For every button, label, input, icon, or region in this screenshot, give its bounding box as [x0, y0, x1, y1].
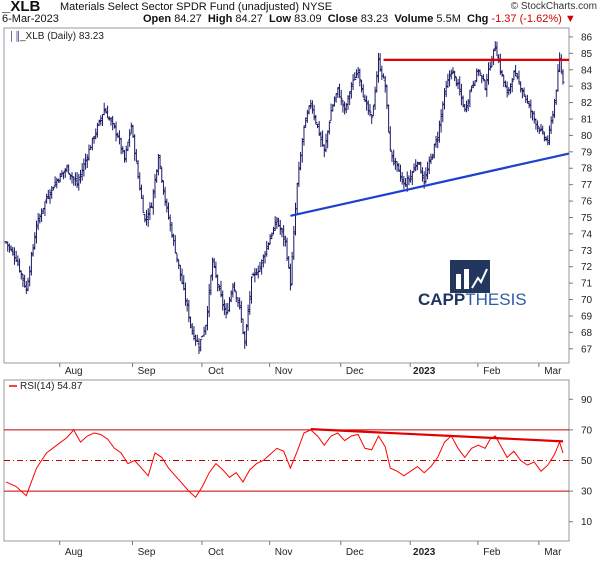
open-label: Open	[143, 13, 172, 25]
description: Materials Select Sector SPDR Fund (unadj…	[60, 1, 332, 13]
open-value: 84.27	[174, 13, 202, 25]
rsi-x-label: Oct	[208, 547, 224, 558]
down-arrow-icon: ▼	[564, 13, 576, 25]
price-x-label: Sep	[138, 366, 156, 377]
rsi-x-label: Mar	[544, 547, 562, 558]
price-y-label: 80	[581, 131, 593, 142]
close-label: Close	[327, 13, 358, 25]
rsi-legend: RSI(14) 54.87	[20, 381, 83, 392]
logo-brand-a: CAPP	[418, 290, 465, 309]
ohlc-summary: Open 84.27 High 84.27 Low 83.09 Close 83…	[143, 13, 576, 25]
rsi-line	[5, 429, 564, 498]
high-label: High	[207, 13, 233, 25]
rsi-x-label: Nov	[275, 547, 293, 558]
price-y-label: 76	[581, 197, 593, 208]
price-panel-frame	[3, 27, 570, 364]
rsi-y-label: 30	[581, 487, 593, 498]
price-y-label: 72	[581, 262, 593, 273]
high-value: 84.27	[235, 13, 263, 25]
price-y-label: 74	[581, 229, 593, 240]
price-y-label: 79	[581, 147, 593, 158]
rsi-y-label: 90	[581, 395, 593, 406]
price-y-label: 75	[581, 213, 593, 224]
rsi-x-label: Aug	[65, 547, 83, 558]
price-y-label: 70	[581, 295, 593, 306]
price-y-label: 83	[581, 82, 593, 93]
exchange: NYSE	[302, 1, 333, 13]
low-label: Low	[269, 13, 292, 25]
header-row-2: 6-Mar-2023 Open 84.27 High 84.27 Low 83.…	[0, 12, 601, 26]
logo-wordmark: CAPPTHESIS	[418, 290, 527, 309]
rsi-x-label: 2023	[413, 547, 436, 558]
price-y-label: 84	[581, 65, 593, 76]
watermark: © StockCharts.com	[510, 1, 597, 12]
price-x-label: Nov	[275, 366, 293, 377]
price-x-label: Dec	[346, 366, 364, 377]
close-value: 83.23	[360, 13, 389, 25]
rsi-y-label: 70	[581, 425, 593, 436]
price-y-label: 71	[581, 279, 593, 290]
rsi-x-label: Feb	[483, 547, 501, 558]
price-y-label: 67	[581, 344, 593, 355]
price-y-label: 68	[581, 328, 593, 339]
price-x-label: Mar	[544, 366, 562, 377]
header-row-1: _XLB Materials Select Sector SPDR Fund (…	[0, 0, 601, 15]
low-value: 83.09	[294, 13, 322, 25]
price-x-label: Feb	[483, 366, 501, 377]
logo-bar-1	[456, 274, 461, 289]
logo-trend-arrow	[471, 268, 488, 289]
chg-label: Chg	[467, 13, 489, 25]
price-y-label: 85	[581, 49, 593, 60]
price-y-label: 86	[581, 32, 593, 43]
logo-bar-2	[464, 269, 469, 289]
ohlc-bars	[4, 41, 565, 355]
trendline-line	[290, 152, 570, 217]
volume-label: Volume	[394, 13, 434, 25]
chg-value: -1.37 (-1.62%)	[491, 13, 562, 25]
quote-date: 6-Mar-2023	[2, 13, 59, 25]
rsi-x-label: Dec	[346, 547, 364, 558]
volume-value: 5.5M	[436, 13, 461, 25]
price-y-label: 73	[581, 246, 593, 257]
rsi-y-label: 10	[581, 517, 593, 528]
divergence-line	[310, 428, 564, 443]
price-y-label: 69	[581, 311, 593, 322]
price-y-label: 82	[581, 98, 593, 109]
price-x-label: Aug	[65, 366, 83, 377]
logo-brand-b: THESIS	[465, 290, 526, 309]
price-x-label: 2023	[413, 366, 436, 377]
price-y-label: 77	[581, 180, 593, 191]
fund-name: Materials Select Sector SPDR Fund (unadj…	[60, 1, 300, 13]
rsi-y-label: 50	[581, 456, 593, 467]
price-legend: _XLB (Daily) 83.23	[19, 31, 104, 42]
symbol: _XLB	[2, 0, 41, 15]
price-x-label: Oct	[208, 366, 224, 377]
price-y-label: 81	[581, 114, 593, 125]
rsi-x-label: Sep	[138, 547, 156, 558]
price-legend-icon: │║	[9, 30, 21, 42]
price-y-label: 78	[581, 164, 593, 175]
